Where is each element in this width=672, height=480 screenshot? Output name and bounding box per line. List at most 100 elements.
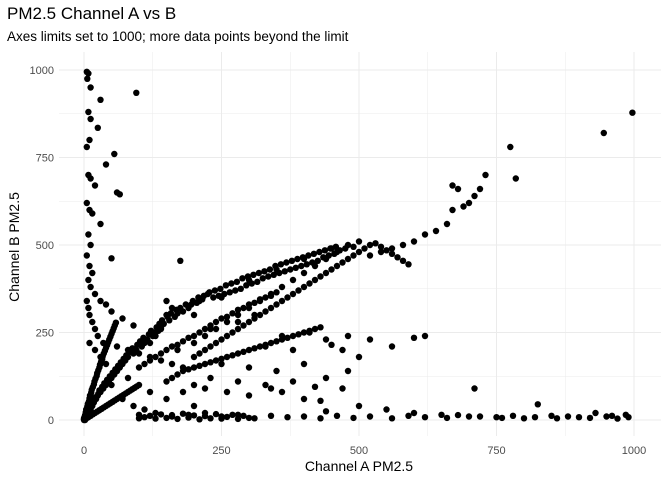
data-point bbox=[167, 310, 175, 317]
data-point bbox=[234, 311, 242, 319]
data-point bbox=[350, 243, 357, 250]
data-point bbox=[300, 413, 308, 420]
data-point bbox=[190, 332, 198, 340]
data-point bbox=[259, 275, 266, 282]
data-point bbox=[87, 283, 94, 291]
data-point bbox=[600, 129, 607, 137]
data-point bbox=[603, 413, 610, 420]
y-tick-label: 250 bbox=[36, 328, 54, 340]
data-point bbox=[102, 161, 110, 168]
data-point bbox=[234, 350, 242, 357]
data-point bbox=[207, 322, 214, 329]
data-point bbox=[97, 96, 104, 104]
data-point bbox=[245, 318, 253, 326]
data-point bbox=[240, 322, 247, 329]
data-point bbox=[210, 294, 217, 301]
data-point bbox=[273, 289, 280, 296]
data-point bbox=[179, 367, 187, 375]
data-point bbox=[287, 266, 294, 273]
data-point bbox=[85, 304, 92, 312]
data-point bbox=[321, 247, 329, 254]
data-point bbox=[233, 278, 241, 285]
x-tick-label: 0 bbox=[81, 445, 87, 457]
data-point bbox=[229, 329, 236, 336]
data-point bbox=[83, 199, 91, 207]
data-point bbox=[388, 343, 396, 350]
data-point bbox=[251, 345, 258, 352]
data-point bbox=[146, 357, 154, 364]
data-point bbox=[201, 412, 209, 420]
data-point bbox=[84, 75, 91, 83]
data-point bbox=[383, 406, 390, 413]
data-point bbox=[190, 339, 198, 347]
data-point bbox=[261, 268, 268, 275]
data-point bbox=[207, 343, 214, 350]
data-point bbox=[276, 269, 283, 277]
data-point bbox=[388, 250, 396, 257]
data-point bbox=[342, 245, 349, 252]
data-point bbox=[179, 388, 187, 396]
data-point bbox=[509, 412, 517, 419]
data-point bbox=[228, 280, 235, 287]
data-point bbox=[255, 269, 263, 277]
data-point bbox=[196, 362, 203, 369]
data-point bbox=[278, 336, 286, 343]
data-point bbox=[289, 276, 297, 284]
data-point bbox=[223, 318, 231, 326]
data-point bbox=[629, 109, 636, 116]
data-point bbox=[229, 310, 236, 317]
data-point bbox=[366, 241, 374, 249]
y-tick-label: 0 bbox=[48, 415, 54, 427]
data-point bbox=[289, 346, 297, 354]
data-point bbox=[405, 412, 412, 419]
data-point bbox=[328, 266, 335, 273]
data-point bbox=[89, 269, 96, 277]
data-point bbox=[366, 413, 374, 420]
data-point bbox=[163, 297, 170, 305]
data-point bbox=[240, 348, 247, 355]
data-point bbox=[250, 271, 257, 278]
data-point bbox=[83, 252, 91, 259]
data-point bbox=[94, 332, 102, 340]
data-point bbox=[218, 336, 225, 343]
data-point bbox=[267, 385, 275, 392]
data-point bbox=[454, 185, 462, 193]
data-point bbox=[592, 409, 599, 417]
data-point bbox=[147, 327, 155, 334]
data-point bbox=[443, 414, 451, 422]
data-point bbox=[322, 336, 330, 343]
data-point bbox=[85, 108, 92, 116]
data-point bbox=[113, 343, 121, 350]
data-point bbox=[449, 182, 456, 189]
data-point bbox=[339, 346, 346, 354]
data-point bbox=[322, 374, 330, 382]
data-point bbox=[200, 292, 208, 299]
data-point bbox=[277, 261, 285, 268]
data-point bbox=[366, 336, 374, 343]
data-point bbox=[311, 383, 319, 390]
data-point bbox=[174, 415, 181, 423]
data-point bbox=[531, 414, 539, 421]
data-point bbox=[102, 301, 110, 308]
data-point bbox=[471, 192, 478, 200]
data-point bbox=[564, 413, 572, 420]
data-point bbox=[372, 240, 379, 247]
data-point bbox=[281, 268, 288, 275]
data-point bbox=[185, 334, 192, 341]
data-point bbox=[366, 252, 374, 259]
data-point bbox=[344, 255, 352, 263]
data-point bbox=[322, 269, 330, 277]
data-point bbox=[266, 266, 274, 273]
data-point bbox=[108, 308, 115, 315]
data-point bbox=[328, 341, 335, 348]
data-point bbox=[174, 341, 181, 348]
data-point bbox=[332, 243, 340, 250]
data-point bbox=[168, 374, 176, 382]
data-point bbox=[207, 374, 214, 382]
data-point bbox=[300, 395, 308, 403]
data-point bbox=[190, 364, 198, 371]
data-point bbox=[215, 292, 222, 299]
data-point bbox=[300, 269, 308, 277]
data-point bbox=[311, 325, 319, 333]
